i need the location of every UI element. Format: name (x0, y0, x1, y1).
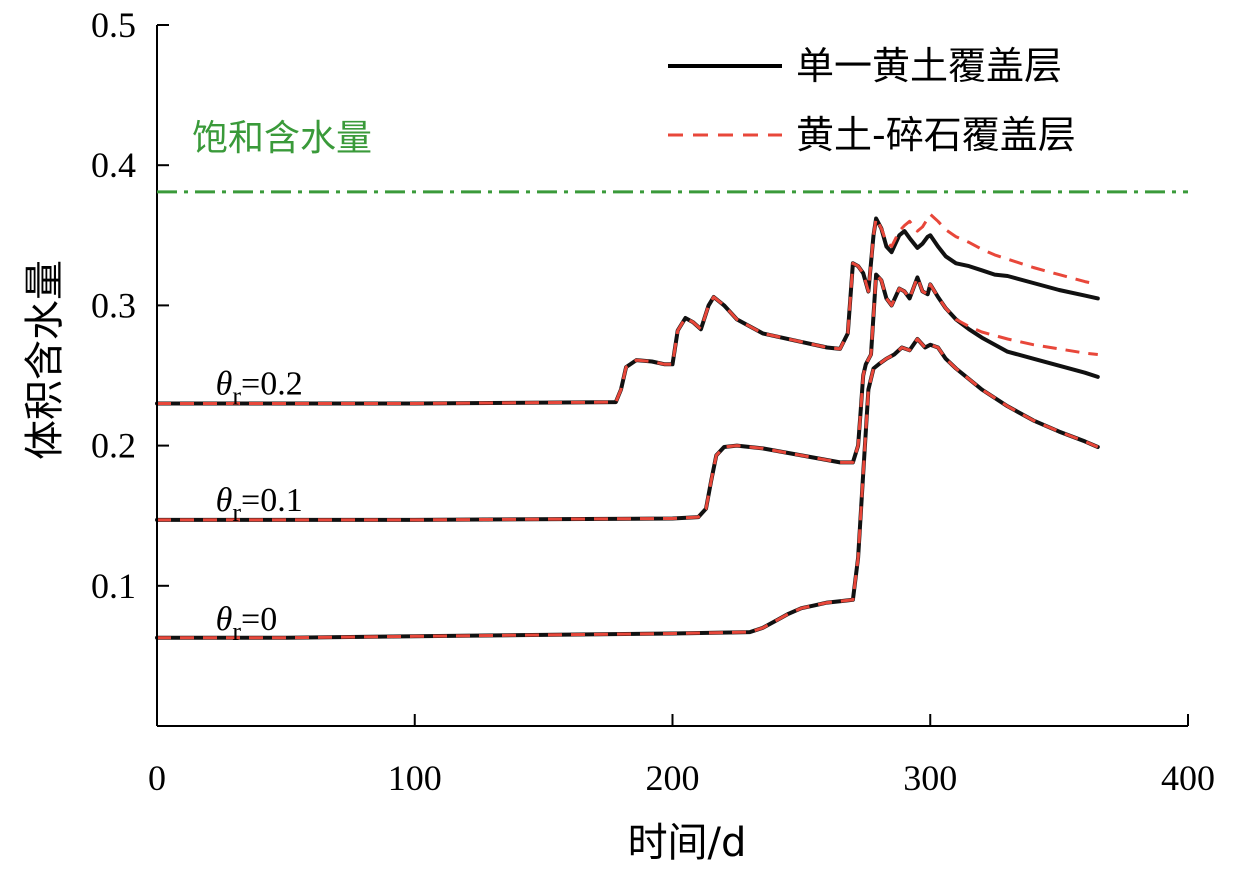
y-tick-label: 0.1 (91, 566, 136, 606)
curve-labels-layer: θr=0.2 θr=0.1 θr=0 (216, 366, 303, 647)
curve-label-0: θr=0.2 (216, 366, 303, 411)
curve-label-1: θr=0.1 (216, 482, 303, 527)
reference-layer: 饱和含水量 (157, 118, 1188, 194)
curve-label-2: θr=0 (216, 601, 278, 646)
legend-label-0: 单一黄土覆盖层 (796, 44, 1062, 88)
y-tick-label: 0.2 (91, 426, 136, 466)
x-tick-label: 100 (388, 758, 442, 798)
series-loess-gravel-1 (157, 273, 1098, 522)
y-tick-label: 0.4 (91, 145, 136, 185)
y-tick-label: 0.3 (91, 285, 136, 325)
x-tick-label: 300 (903, 758, 957, 798)
series-single-loess-0 (155, 216, 1100, 406)
axes-layer: 0 100 200 300 400 0.1 0.2 0.3 0.4 0.5 (91, 5, 1215, 798)
legend-label-1: 黄土-碎石覆盖层 (796, 113, 1076, 157)
curves-layer (155, 212, 1100, 640)
series-loess-gravel-2 (157, 337, 1099, 640)
x-tick-label: 400 (1161, 758, 1215, 798)
x-axis-title: 时间/d (628, 820, 747, 866)
y-axis-title: 体积含水量 (22, 260, 68, 460)
y-tick-label: 0.5 (91, 5, 136, 45)
x-tick-label: 200 (646, 758, 700, 798)
x-tick-label: 0 (148, 758, 166, 798)
series-loess-gravel-0 (157, 212, 1099, 405)
saturated-water-content-label: 饱和含水量 (192, 118, 372, 159)
